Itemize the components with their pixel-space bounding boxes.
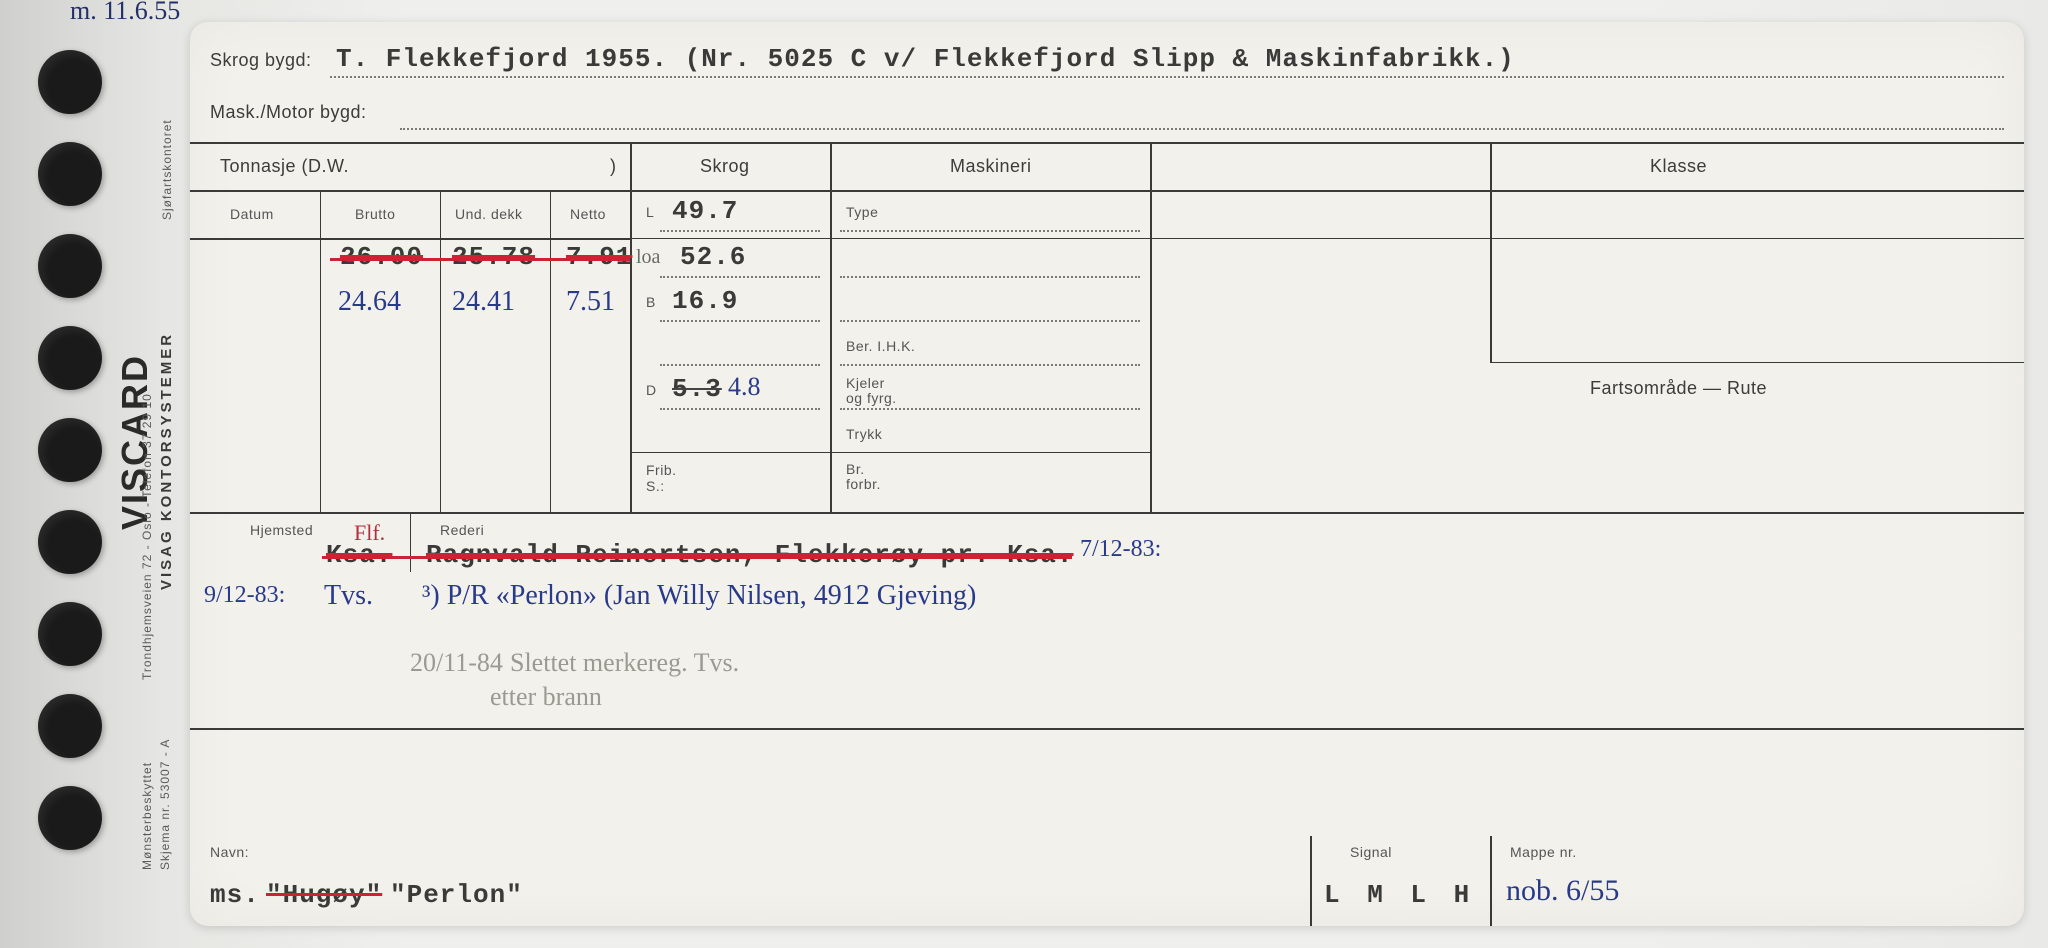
hjem-l2-place: Tvs. — [324, 580, 373, 612]
lbl-mappe: Mappe nr. — [1510, 844, 1577, 860]
hjem-l2-owner: ³) P/R «Perlon» (Jan Willy Nilsen, 4912 … — [422, 580, 976, 612]
tonn-r1-netto: 7.91 — [566, 242, 632, 272]
pencil-date: 20/11-84 — [410, 648, 503, 678]
navn-prefix: ms. — [210, 880, 260, 910]
side-sjofart: Sjøfartskontoret — [160, 60, 174, 220]
lbl-frib: Frib. S.: — [646, 462, 677, 494]
lbl-B: B — [646, 294, 656, 310]
tonn-r1-brutto: 26.00 — [340, 242, 423, 272]
lbl-kjeler: Kjeler og fyrg. — [846, 376, 897, 407]
val-B: 16.9 — [672, 286, 738, 316]
side-monster: Mønsterbeskyttet — [140, 700, 154, 870]
mappe-val: nob. 6/55 — [1506, 874, 1619, 908]
lbl-brutto: Brutto — [355, 206, 395, 222]
lbl-hjemsted: Hjemsted — [250, 522, 313, 538]
lbl-farts: Fartsområde — Rute — [1590, 378, 1767, 399]
tonn-r2-und: 24.41 — [452, 286, 515, 318]
pencil-note2: etter brann — [490, 682, 602, 712]
side-skjema: Skjema nr. 53007 - A — [158, 620, 172, 870]
lbl-loa: loa — [636, 246, 660, 269]
lbl-skrog-bygd: Skrog bygd: — [210, 50, 312, 71]
val-loa: 52.6 — [680, 242, 746, 272]
hjem-l2-date: 9/12-83: — [204, 582, 285, 609]
hjem-flf: Flf. — [354, 520, 385, 546]
tonn-r1-und: 25.78 — [452, 242, 535, 272]
lbl-type: Type — [846, 204, 878, 220]
top-margin-note: m. 11.6.55 — [70, 0, 180, 26]
lbl-ber: Ber. I.H.K. — [846, 338, 915, 354]
lbl-skrog: Skrog — [700, 156, 750, 177]
binder-holes — [38, 50, 118, 910]
lbl-mask-bygd: Mask./Motor bygd: — [210, 102, 367, 123]
lbl-rederi: Rederi — [440, 522, 484, 538]
lbl-tonnasje-paren: ) — [610, 156, 617, 177]
lbl-L: L — [646, 204, 654, 220]
lbl-brforbr: Br. forbr. — [846, 462, 881, 493]
pencil-note1: Slettet merkereg. Tvs. — [510, 648, 739, 678]
lbl-signal: Signal — [1350, 844, 1392, 860]
lbl-trykk: Trykk — [846, 426, 882, 442]
val-D-new: 4.8 — [728, 372, 761, 402]
lbl-und-dekk: Und. dekk — [455, 206, 523, 222]
lbl-maskineri: Maskineri — [950, 156, 1032, 177]
navn-val: "Perlon" — [390, 880, 523, 910]
tonn-r2-netto: 7.51 — [566, 286, 615, 318]
val-skrog-bygd: T. Flekkefjord 1955. (Nr. 5025 C v/ Flek… — [336, 44, 1515, 74]
signal-val: L M L H — [1324, 880, 1475, 910]
brand-sub: VISAG KONTORSYSTEMER — [158, 250, 175, 590]
val-D-struck: 5.3 — [672, 374, 722, 404]
lbl-datum: Datum — [230, 206, 274, 222]
val-L: 49.7 — [672, 196, 738, 226]
tonn-r2-brutto: 24.64 — [338, 286, 401, 318]
lbl-tonnasje: Tonnasje (D.W. — [220, 156, 349, 177]
rederi-struck: Ragnvald Reinertsen, Flekkerøy pr. Ksa. — [426, 540, 1074, 570]
lbl-klasse: Klasse — [1650, 156, 1707, 177]
side-addr: Trondhjemsveien 72 - Oslo - Telefon 37 2… — [140, 260, 154, 680]
index-card: Skrog bygd: T. Flekkefjord 1955. (Nr. 50… — [190, 22, 2024, 926]
lbl-navn: Navn: — [210, 844, 249, 860]
navn-struck: "Hugøy" — [266, 880, 382, 910]
rederi-date: 7/12-83: — [1080, 536, 1161, 563]
lbl-D: D — [646, 382, 657, 398]
lbl-netto: Netto — [570, 206, 606, 222]
side-print: Sjøfartskontoret VISCARD VISAG KONTORSYS… — [118, 60, 178, 890]
